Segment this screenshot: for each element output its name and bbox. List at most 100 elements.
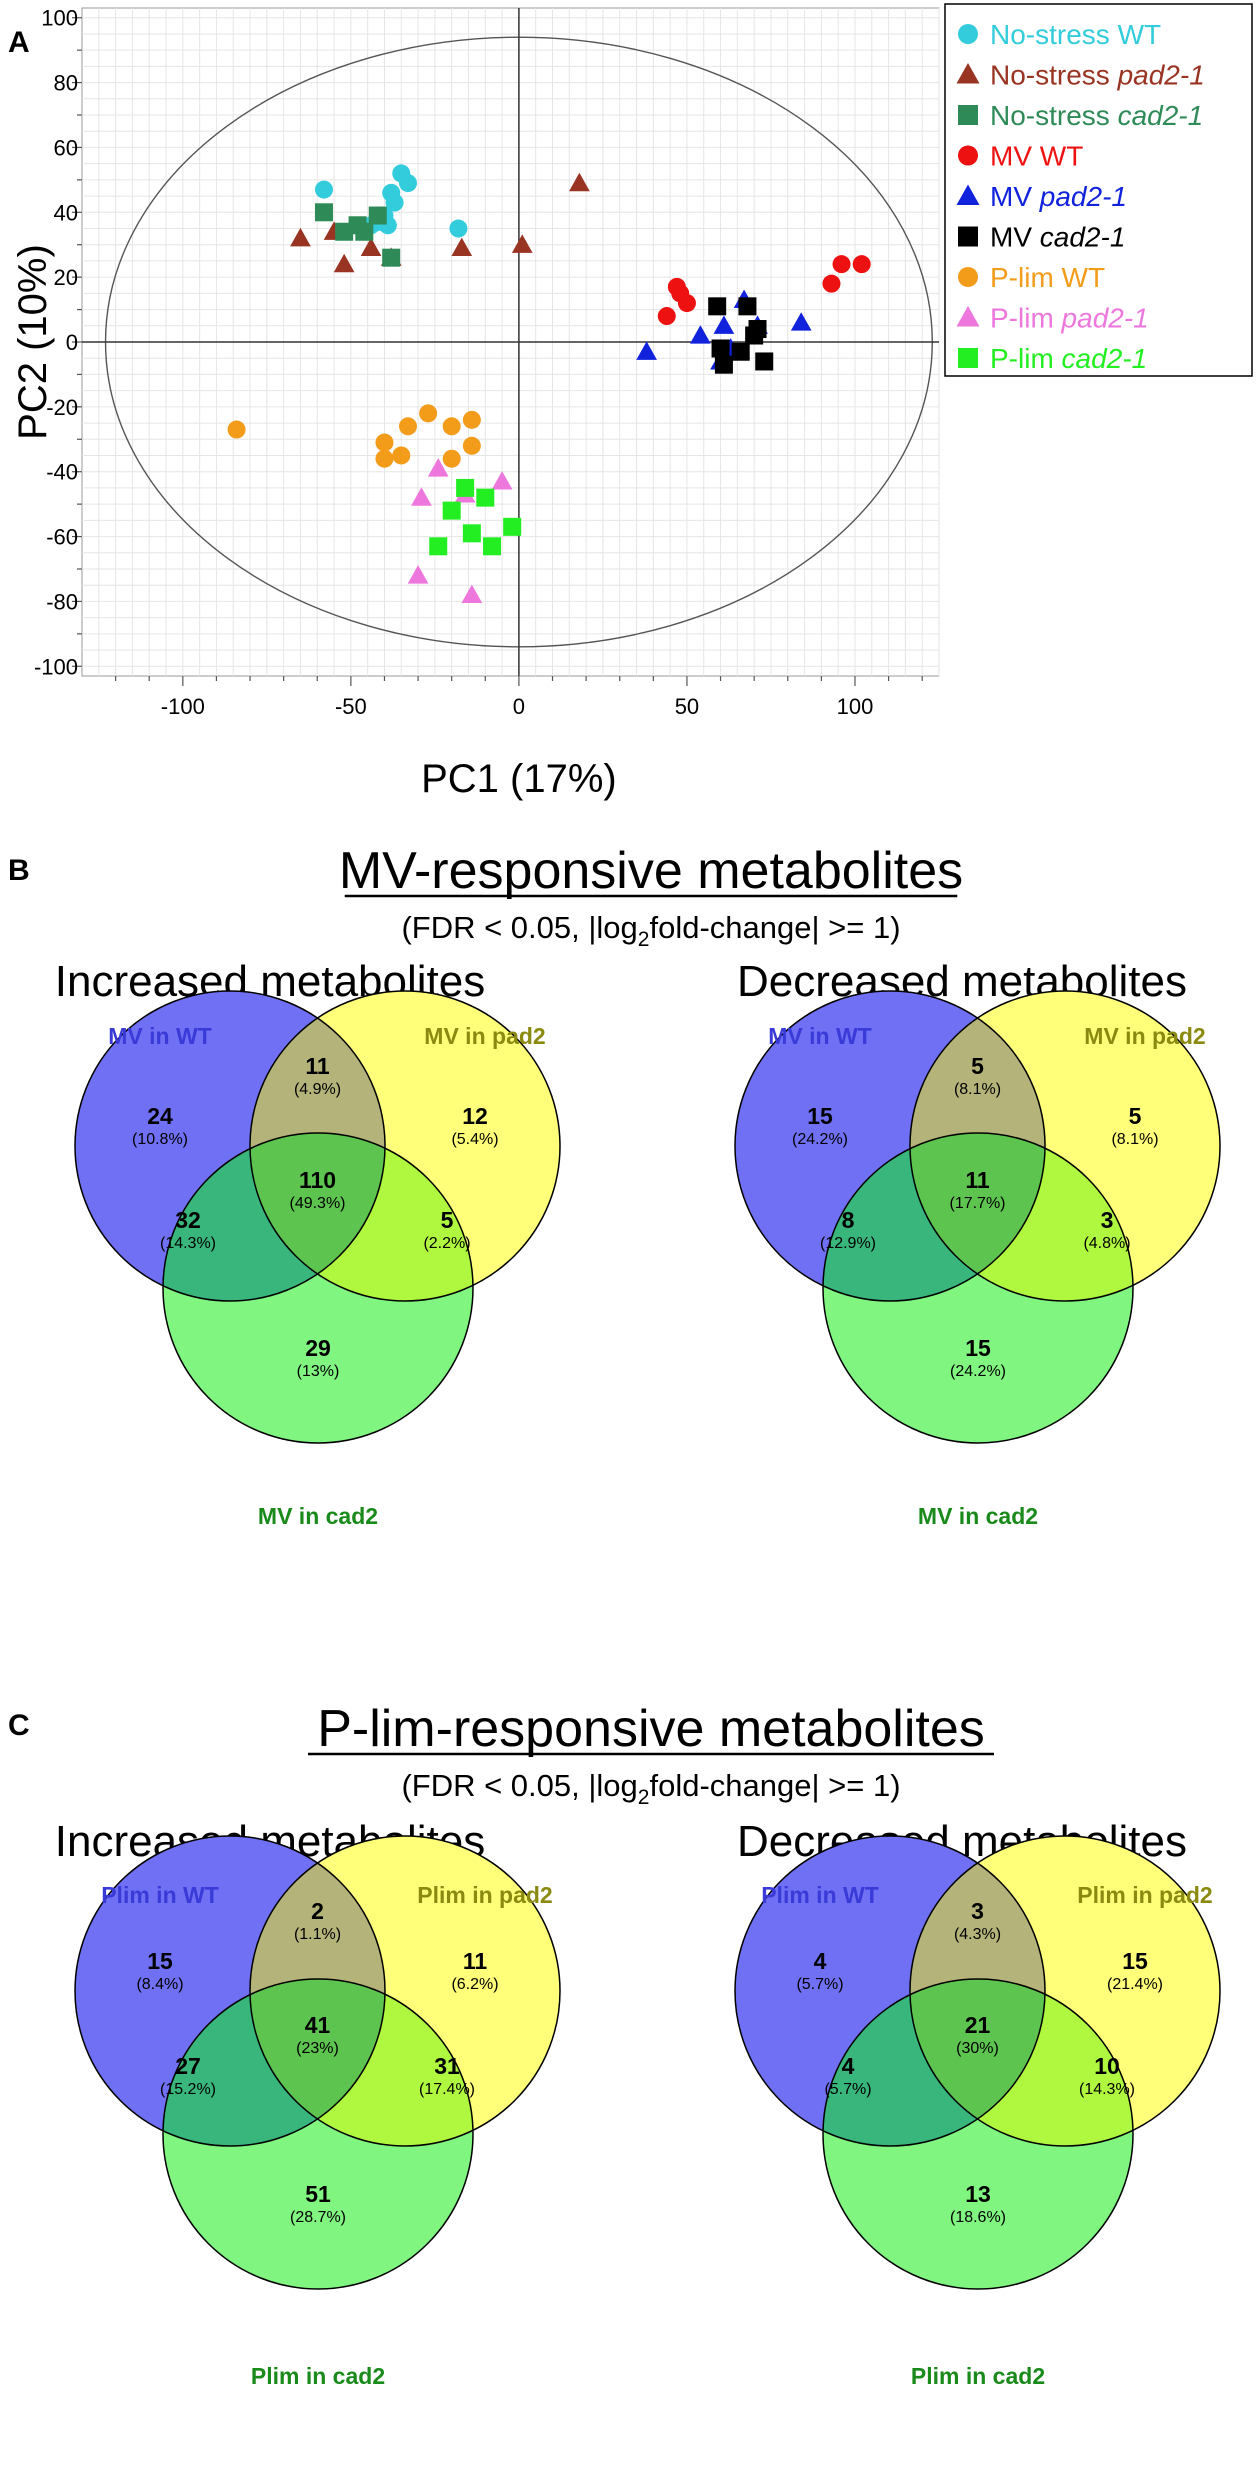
venn-diagram-decreased: Decreased metabolites MV in WT MV in pad2 M… [734,957,1221,1529]
venn-count-ab: 5 [971,1053,984,1079]
venn-outline [909,990,1221,1302]
legend-suffix: cad2-1 [1118,100,1204,131]
legend-marker [956,184,980,205]
mv-venn-panel: MV-responsive metabolites (FDR < 0.05, |l… [55,842,1221,1529]
venn-outline [74,990,386,1302]
series-mv-cad2-1 [708,297,774,374]
venn-pct-abc: (23%) [296,2040,339,2057]
venn-pct-abc: (30%) [956,2040,999,2057]
y-tick-label: -40 [46,460,78,485]
venn-count-ac: 8 [842,1207,855,1233]
panel-title: MV-responsive metabolites [339,842,963,900]
data-point [745,326,764,345]
subtitle-before: (FDR < 0.05, |log [401,910,637,945]
legend-box [944,3,1253,377]
venn-count-a-only: 24 [147,1103,173,1129]
venn-count-abc: 110 [299,1167,336,1193]
legend-suffix: WT [1118,19,1162,50]
legend-prefix: No-stress [990,19,1110,50]
y-tick-label: -100 [34,654,78,679]
legend-entry: MV pad2-1 [990,181,1127,212]
legend-marker [958,145,978,166]
venn-pct-b-only: (8.1%) [1111,1131,1158,1148]
legend-entry: P-lim cad2-1 [990,343,1147,374]
venn-heading: Decreased metabolites [737,957,1187,1006]
x-tick-label: -100 [161,694,205,719]
venn-count-ab: 2 [311,1898,324,1924]
panel-subtitle: (FDR < 0.05, |log2fold-change| >= 1) [401,910,900,951]
legend-prefix: P-lim [990,343,1054,374]
venn-pct-bc: (4.8%) [1083,1235,1130,1252]
venn-outline [909,1835,1221,2147]
venn-pct-ac: (15.2%) [160,2081,216,2098]
data-point [711,339,730,358]
legend-suffix: pad2-1 [1061,303,1149,334]
data-point [451,237,473,257]
data-points [227,164,871,604]
data-point [398,174,417,193]
subtitle-before: (FDR < 0.05, |log [401,1768,637,1803]
panel-label-c: C [8,1709,30,1742]
data-point [368,206,387,225]
data-point [407,565,429,584]
series-p-lim-wt [227,404,481,468]
venn-count-abc: 11 [965,1167,990,1193]
venn-set-label-c: MV in cad2 [258,1503,378,1529]
venn-count-ac: 32 [175,1207,201,1233]
data-point [290,227,311,247]
legend-marker [958,105,978,125]
y-tick-label: 60 [54,135,78,160]
venn-set-label-c: MV in cad2 [918,1503,1038,1529]
legend-entry: No-stress cad2-1 [990,100,1203,131]
y-tick-label: -20 [46,395,78,420]
legend-prefix: No-stress [990,100,1110,131]
venn-count-bc: 10 [1094,2053,1120,2079]
data-point [671,284,690,303]
data-point [731,342,750,361]
venn-count-b-only: 11 [463,1948,488,1974]
legend-marker [958,348,978,368]
data-point [333,253,355,273]
data-point [442,417,461,436]
legend-suffix: cad2-1 [1062,343,1148,374]
data-point [476,488,495,507]
data-point [822,274,841,293]
venn-outline [74,1835,386,2147]
subtitle-subscript: 2 [638,1786,650,1809]
series-no-stress-cad2-1 [314,203,401,267]
venn-pct-bc: (17.4%) [419,2081,475,2098]
venn-set-label-a: MV in WT [108,1023,211,1049]
venn-count-b-only: 5 [1129,1103,1142,1129]
legend-marker [958,267,978,287]
venn-count-c-only: 13 [965,2181,991,2207]
venn-count-ac: 27 [175,2053,201,2079]
venn-set-label-a: MV in WT [768,1023,871,1049]
venn-count-a-only: 15 [807,1103,833,1129]
plim-venn-panel: P-lim-responsive metabolites (FDR < 0.05,… [55,1700,1221,2389]
legend-prefix: MV [990,222,1032,253]
venn-pct-ac: (14.3%) [160,1235,216,1252]
venn-set-label-c: Plim in cad2 [251,2363,385,2389]
legend-suffix: cad2-1 [1040,222,1126,253]
venn-set-label-a: Plim in WT [761,1882,879,1908]
venn-pct-ac: (12.9%) [820,1235,876,1252]
venn-pct-abc: (49.3%) [289,1195,345,1212]
data-point [392,446,411,465]
venn-set-label-a: Plim in WT [101,1882,219,1908]
venn-pct-ab: (8.1%) [954,1081,1001,1098]
y-tick-label: 40 [54,200,78,225]
data-point [385,193,404,212]
venn-count-c-only: 15 [965,1335,991,1361]
legend-marker [958,226,978,247]
venn-count-a-only: 15 [147,1948,173,1974]
data-point [375,433,394,452]
data-point [419,404,438,423]
venn-set-label-b: Plim in pad2 [417,1882,552,1908]
legend-suffix: pad2-1 [1117,60,1205,91]
legend-prefix: MV [990,141,1032,172]
legend-entry: No-stress WT [990,19,1161,50]
data-point [690,325,711,344]
data-point [360,237,382,257]
legend-entry: P-lim pad2-1 [990,303,1149,334]
venn-outline [822,1978,1134,2290]
